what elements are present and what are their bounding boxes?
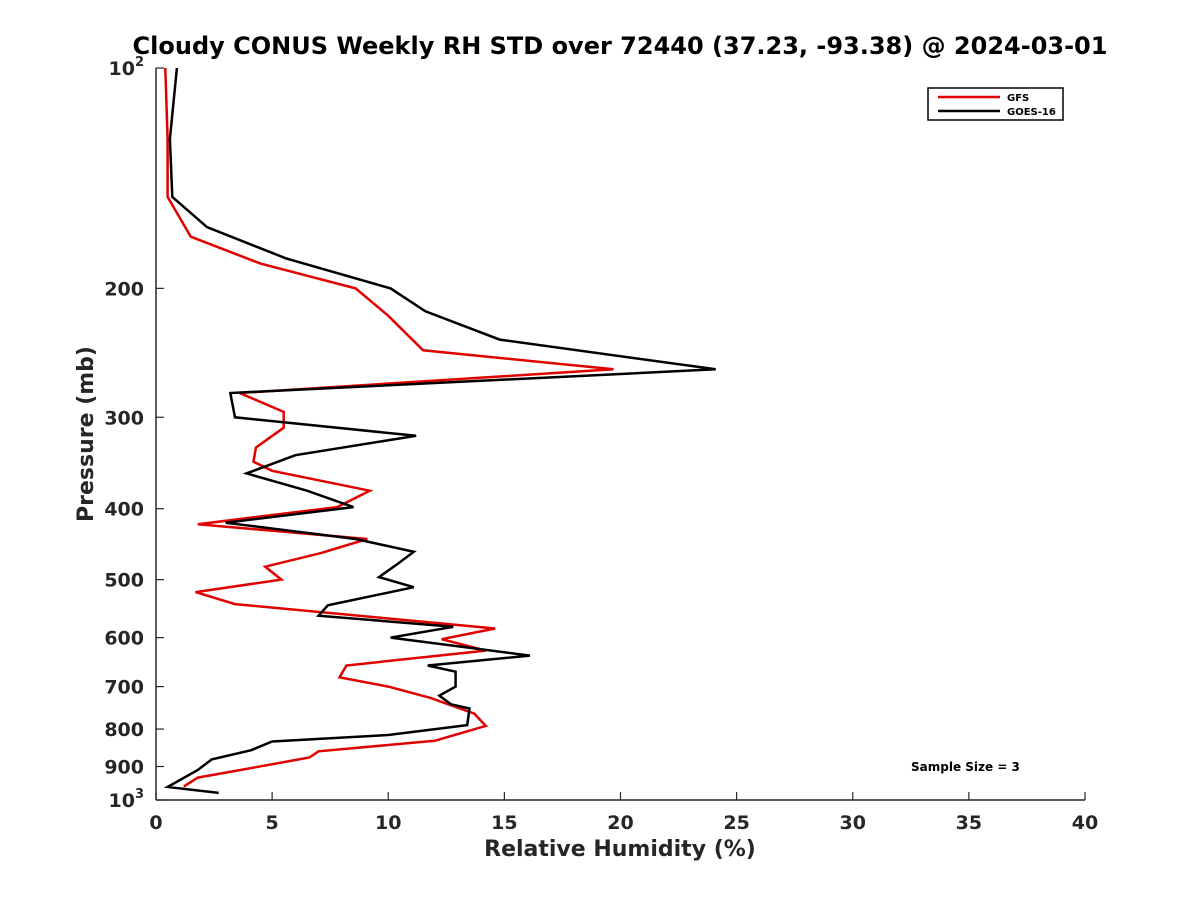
x-tick-label: 0 — [149, 812, 162, 834]
y-tick-label-top: 102 — [109, 55, 145, 80]
series-line-gfs — [164, 67, 614, 788]
y-tick-label: 800 — [104, 719, 144, 741]
y-tick-label: 900 — [104, 757, 144, 779]
x-tick-label: 35 — [956, 812, 982, 834]
y-ticks: 200 300 400 500 600 700 800 900 102 103 — [104, 55, 164, 812]
y-tick-label: 300 — [104, 407, 144, 429]
y-tick-label: 500 — [104, 570, 144, 592]
x-tick-label: 15 — [491, 812, 517, 834]
plot-area: 0 5 10 15 20 25 30 35 40 200 300 400 500 600 700 800 90… — [104, 55, 1098, 834]
series-lines — [163, 67, 716, 795]
x-tick-label: 40 — [1072, 812, 1098, 834]
x-tick-label: 20 — [607, 812, 633, 834]
x-tick-label: 10 — [375, 812, 401, 834]
x-tick-label: 5 — [266, 812, 279, 834]
chart-title: Cloudy CONUS Weekly RH STD over 72440 (3… — [133, 32, 1108, 60]
y-tick-label: 700 — [104, 677, 144, 699]
sample-size-annotation: Sample Size = 3 — [911, 760, 1020, 774]
legend-label-gfs: GFS — [1007, 93, 1029, 104]
y-tick-label: 600 — [104, 628, 144, 650]
y-tick-label: 200 — [104, 278, 144, 300]
x-ticks: 0 5 10 15 20 25 30 35 40 — [149, 792, 1098, 834]
x-tick-label: 25 — [723, 812, 749, 834]
x-axis-label: Relative Humidity (%) — [484, 837, 756, 862]
y-tick-label: 400 — [104, 499, 144, 521]
legend-label-goes16: GOES-16 — [1007, 107, 1056, 118]
y-axis-label: Pressure (mb) — [74, 346, 99, 522]
legend-box — [927, 87, 1064, 121]
series-line-goes16 — [163, 67, 716, 795]
legend: GFS GOES-16 — [927, 87, 1064, 121]
y-tick-label-bottom: 103 — [109, 787, 145, 812]
x-tick-label: 30 — [840, 812, 866, 834]
